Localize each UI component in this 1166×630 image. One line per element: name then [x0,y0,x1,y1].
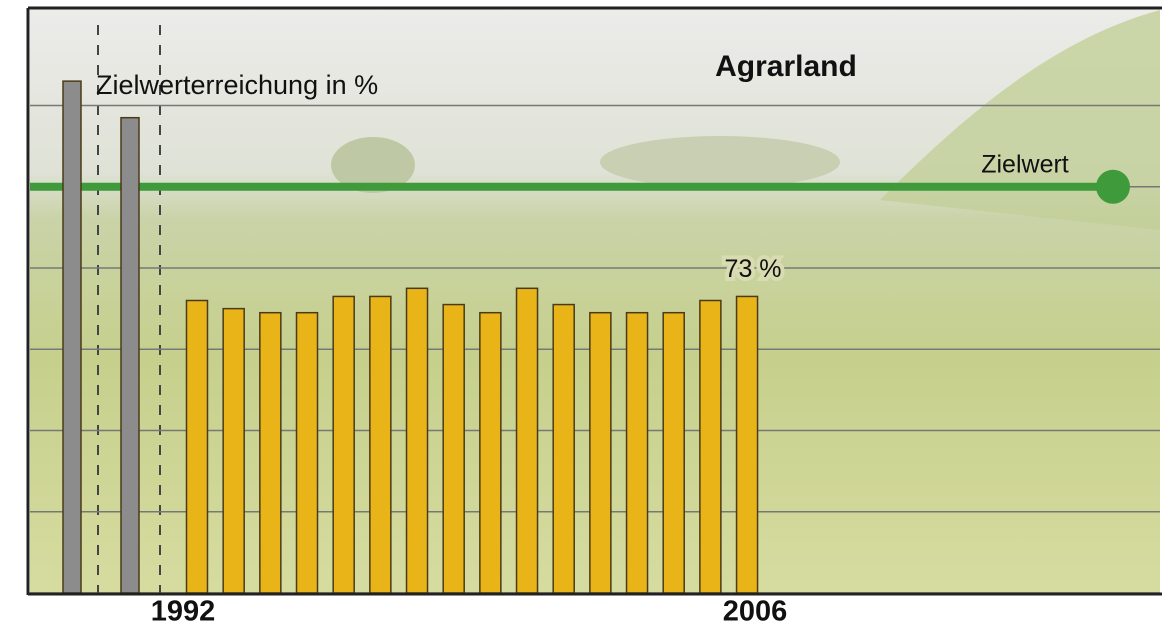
bar [121,118,139,593]
bar [517,288,538,593]
bar [333,296,354,593]
bar [480,313,501,593]
bar [627,313,648,593]
subtitle: Zielwerterreichung in % [96,70,378,100]
bar [663,313,684,593]
bar [590,313,611,593]
bar [553,305,574,593]
target-label: Zielwert [981,150,1069,178]
bar [260,313,281,593]
bar [223,309,244,593]
target-dot [1096,170,1130,204]
bar [407,288,428,593]
x-tick-label: 1992 [151,596,216,628]
bar [187,301,208,594]
bar [370,296,391,593]
chart-title: Agrarland [715,50,857,83]
bar [63,81,81,593]
bar [737,296,758,593]
chart: Zielwert 73 % Agrarland Zielwerterreichu… [0,0,1166,630]
trees [600,136,840,188]
value-label: 73 % [725,255,782,283]
bar [443,305,464,593]
bar [700,301,721,594]
x-tick-label: 2006 [723,596,788,628]
bar [297,313,318,593]
